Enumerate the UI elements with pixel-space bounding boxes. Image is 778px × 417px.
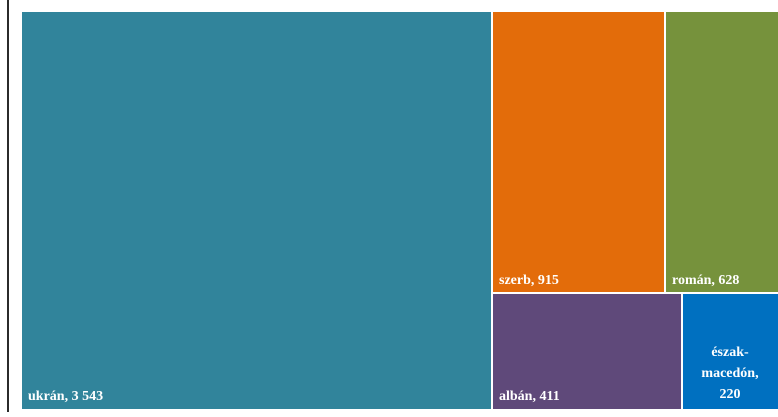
label-ukran: ukrán, 3 543 (28, 389, 103, 404)
label-alban: albán, 411 (499, 389, 560, 404)
treemap-cell-roman (666, 12, 778, 292)
treemap-cell-ukran (22, 12, 491, 409)
label-eszak-macedon-line1: észak- (711, 345, 749, 360)
treemap-cell-szerb (493, 12, 664, 292)
treemap-cell-alban (493, 294, 681, 409)
label-eszak-macedon-line2: macedón, (701, 366, 758, 381)
label-roman: román, 628 (672, 273, 739, 288)
label-szerb: szerb, 915 (499, 273, 559, 288)
label-eszak-macedon-line3: 220 (720, 387, 741, 402)
chart-left-border (7, 0, 9, 412)
treemap-cell-eszak-macedon (683, 294, 778, 409)
